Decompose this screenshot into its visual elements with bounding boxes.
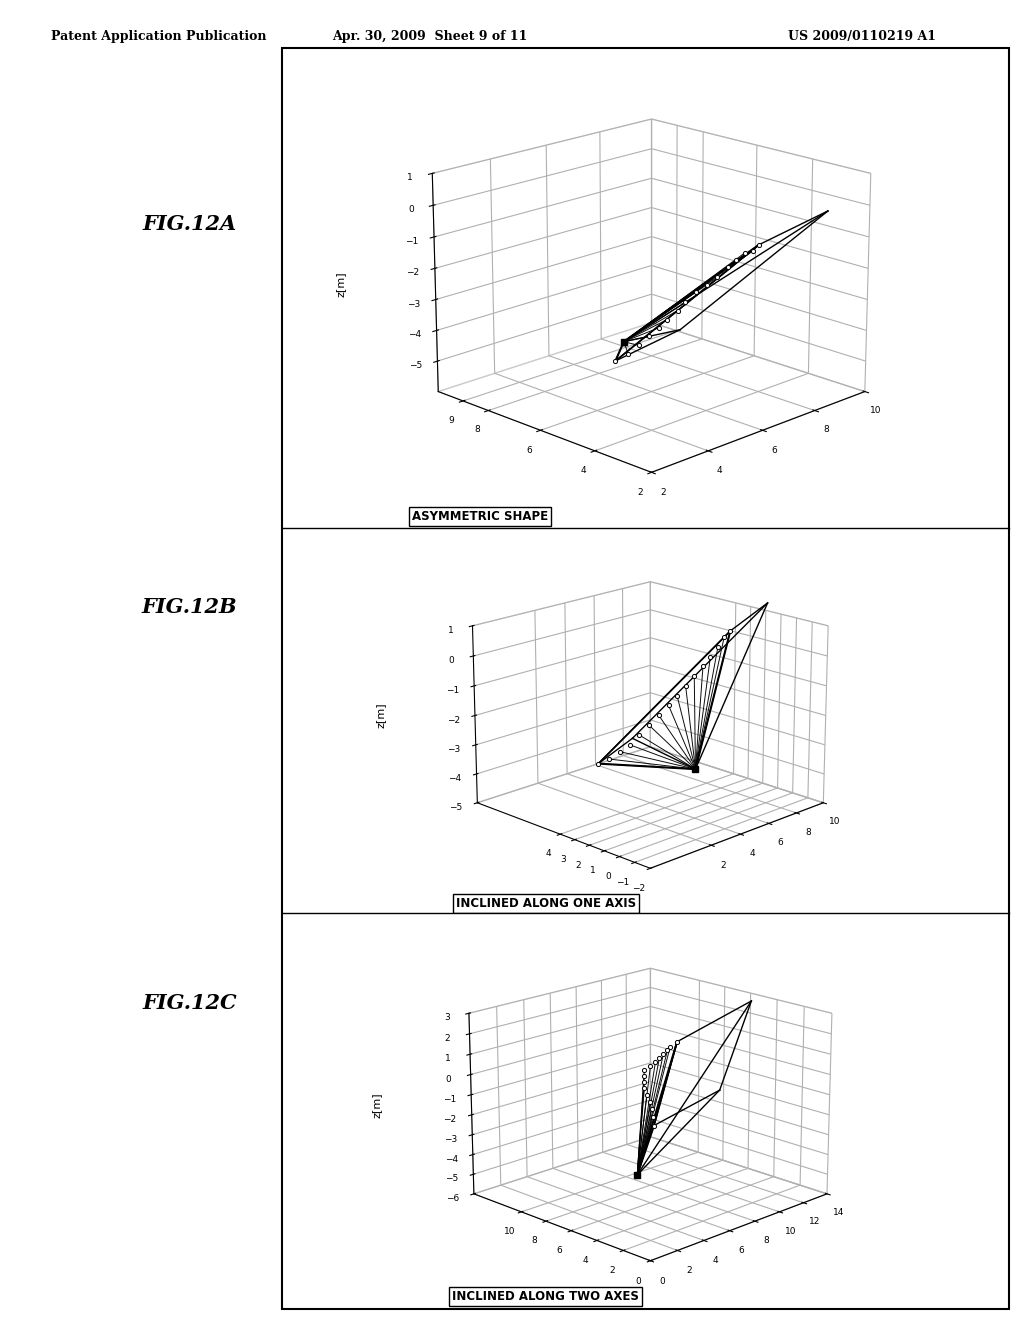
Text: FIG.12B: FIG.12B [141, 597, 238, 618]
Text: FIG.12C: FIG.12C [142, 993, 237, 1014]
Text: Patent Application Publication: Patent Application Publication [51, 30, 266, 44]
Text: Apr. 30, 2009  Sheet 9 of 11: Apr. 30, 2009 Sheet 9 of 11 [333, 30, 527, 44]
Text: INCLINED ALONG TWO AXES: INCLINED ALONG TWO AXES [453, 1290, 639, 1303]
Text: FIG.12A: FIG.12A [142, 214, 237, 235]
Text: INCLINED ALONG ONE AXIS: INCLINED ALONG ONE AXIS [457, 896, 636, 909]
Text: ASYMMETRIC SHAPE: ASYMMETRIC SHAPE [413, 511, 549, 523]
Text: US 2009/0110219 A1: US 2009/0110219 A1 [788, 30, 937, 44]
